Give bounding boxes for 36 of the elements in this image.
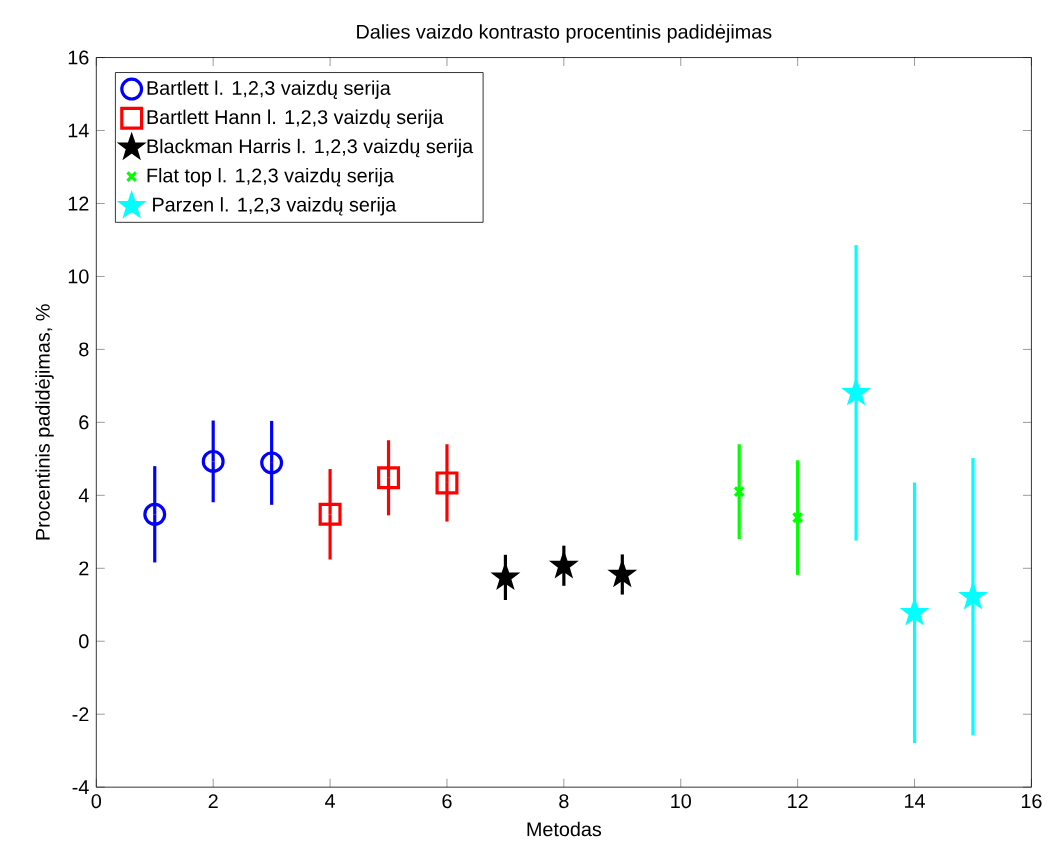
x-tick-label: 4	[325, 794, 335, 808]
legend-label: Parzen l. 1,2,3 vaizdų serija	[153, 197, 397, 216]
y-tick-label: -2	[72, 707, 89, 722]
y-tick-label: 10	[68, 269, 89, 284]
x-tick-label: 12	[788, 794, 808, 809]
x-tick-label: 2	[208, 794, 218, 809]
point	[260, 451, 284, 475]
point	[143, 503, 167, 526]
legend-label: Bartlett Hann l. 1,2,3 vaizdų serija	[147, 109, 444, 129]
point	[377, 466, 400, 490]
legend-label: Blackman Harris l. 1,2,3 vaizdų serija	[147, 138, 474, 158]
point	[791, 511, 804, 524]
x-tick-label: 14	[905, 794, 925, 808]
y-tick-label: 0	[79, 634, 89, 649]
y-tick-label: 2	[79, 561, 89, 576]
point	[733, 486, 745, 498]
x-tick-label: 10	[671, 794, 691, 809]
y-tick-label: 8	[79, 342, 89, 357]
y-tick-label: -4	[72, 780, 89, 795]
x-tick-label: 6	[442, 794, 452, 809]
y-tick-label: 6	[79, 415, 89, 430]
y-tick-label: 14	[68, 123, 89, 138]
legend-label: Bartlett l. 1,2,3 vaizdų serija	[147, 80, 391, 100]
legend-label: Flat top l. 1,2,3 vaizdų serija	[147, 168, 395, 187]
point	[435, 471, 459, 495]
y-tick-label: 16	[68, 50, 89, 65]
chart-title: Dalies vaizdo kontrasto procentinis padidėjimas	[357, 24, 772, 43]
point	[318, 503, 342, 526]
x-tick-label: 8	[559, 794, 569, 809]
point	[201, 450, 225, 474]
x-axis-title: Metodas	[527, 821, 602, 837]
y-tick-label: 4	[78, 488, 89, 503]
y-tick-label: 12	[68, 196, 89, 211]
y-axis-title: Procentinis padidėjimas, %	[35, 304, 54, 540]
x-tick-label: 16	[1021, 794, 1042, 809]
x-tick-label: 0	[91, 794, 102, 809]
